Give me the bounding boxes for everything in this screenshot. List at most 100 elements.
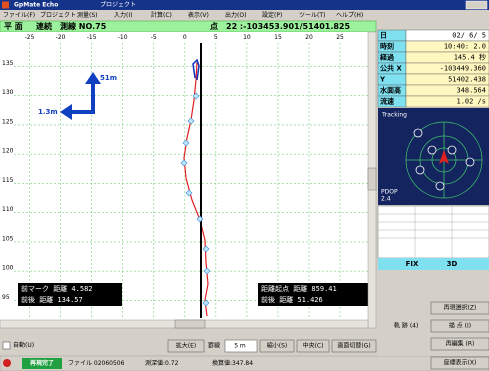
x-tick-label: -20 xyxy=(56,34,66,41)
zoom-in-button[interactable]: 拡大(E) xyxy=(167,339,205,353)
menu-item[interactable]: ファイル(F) xyxy=(3,12,35,19)
title-bar xyxy=(0,0,489,10)
x-tick-label: -5 xyxy=(151,34,157,41)
y-tick-label: 135 xyxy=(2,60,14,67)
switch-button[interactable]: 画面切替(G) xyxy=(331,339,377,353)
center-button[interactable]: 中央(C) xyxy=(296,339,330,353)
button-label: 縮小(S) xyxy=(267,342,288,350)
satellite xyxy=(413,128,423,138)
button-face[interactable] xyxy=(296,339,330,353)
plot-point-button[interactable]: 描 点 (I) xyxy=(430,319,489,333)
reedit-button[interactable]: 再編集 (R) xyxy=(430,337,489,351)
y-tick-label: 100 xyxy=(2,265,14,272)
header-line: 測線 NO.75 xyxy=(60,21,107,31)
track-line xyxy=(183,61,209,317)
info-left: 前マーク 距離 4.582 xyxy=(21,284,93,293)
track-point xyxy=(202,245,210,253)
menu-item[interactable]: ヘルプ(H) xyxy=(336,12,363,19)
row-value: -103449.360 xyxy=(440,65,486,73)
satellite xyxy=(415,165,425,175)
grid-value: 5 m xyxy=(234,343,246,350)
app-icon xyxy=(2,1,9,9)
track-point xyxy=(203,267,211,275)
x-tick-label: 10 xyxy=(243,34,251,41)
grid-select[interactable] xyxy=(224,339,258,353)
info-right: 距離起点 距離 859.41 xyxy=(261,284,337,293)
track-label: 軌 跡 (4) xyxy=(394,322,418,330)
arrow-west-head xyxy=(60,104,72,120)
button-label: 中央(C) xyxy=(303,342,324,350)
row-value: 02/ 6/ 5 xyxy=(452,32,486,40)
status-depth: 測深値:0.72 xyxy=(145,359,179,367)
info-box-left xyxy=(18,283,122,306)
header-point: 22 :-103453.901/51401.825 xyxy=(226,22,351,31)
row-value-cell xyxy=(405,95,489,108)
scroll-thumb[interactable] xyxy=(367,167,377,191)
window-title: GpMate Echo xyxy=(14,2,58,9)
y-tick-label: 95 xyxy=(2,294,10,301)
row-label: 日 xyxy=(380,32,387,40)
satellite xyxy=(447,145,457,155)
auto-checkbox[interactable] xyxy=(2,341,11,350)
menu-bar xyxy=(0,10,489,20)
menu-item[interactable]: 測量(S) xyxy=(77,11,98,19)
row-label: 時刻 xyxy=(380,42,394,51)
button-face[interactable] xyxy=(430,337,489,351)
arrow-north-head xyxy=(85,72,101,84)
button-face[interactable] xyxy=(430,301,489,315)
menu-item[interactable]: 出力(O) xyxy=(225,11,246,19)
coords-button[interactable]: 座標表示(X) xyxy=(430,356,489,370)
track-point xyxy=(182,139,190,147)
fix-mode: 3D xyxy=(447,260,458,268)
info-left: 前後 距離 134.57 xyxy=(21,295,83,304)
arrow-north-label: 51m xyxy=(100,74,117,82)
scroll-thumb[interactable] xyxy=(174,319,206,329)
satellites xyxy=(413,128,475,191)
button-face[interactable] xyxy=(259,339,295,353)
track-point xyxy=(187,117,195,125)
close-button[interactable] xyxy=(465,0,488,10)
track-point xyxy=(192,92,200,100)
x-tick-label: 20 xyxy=(305,34,313,41)
satellite xyxy=(427,145,437,155)
y-tick-label: 105 xyxy=(2,235,14,242)
row-label: 水面高 xyxy=(379,86,401,95)
menu-item[interactable]: 設定(P) xyxy=(262,11,282,19)
button-face[interactable] xyxy=(167,339,205,353)
menu-item[interactable]: 入力(I) xyxy=(114,11,132,19)
button-label: 画面切替(G) xyxy=(337,342,370,350)
y-tick-label: 110 xyxy=(2,206,14,213)
track-point xyxy=(180,159,188,167)
menu-item[interactable]: 計算(C) xyxy=(151,11,172,19)
row-value: 51402.438 xyxy=(448,76,486,84)
header-continuous: 連続 xyxy=(36,21,52,31)
button-label: 再編集 (R) xyxy=(446,340,475,348)
button-face[interactable] xyxy=(331,339,377,353)
button-label: 描 点 (I) xyxy=(449,322,471,330)
pdop-value: 2.4 xyxy=(381,196,391,203)
replay-select-button[interactable]: 再現選択(Z) xyxy=(430,301,489,315)
satellite xyxy=(465,157,475,167)
row-value: 10:40: 2.0 xyxy=(444,43,486,51)
button-face[interactable] xyxy=(430,319,489,333)
menu-item[interactable]: プロジェクト xyxy=(40,12,76,19)
y-tick-label: 125 xyxy=(2,118,14,125)
row-label: 経過 xyxy=(379,53,394,62)
pdop-label: PDOP xyxy=(381,189,398,196)
row-value: 1.02 /s xyxy=(456,98,486,106)
satellite-table xyxy=(377,205,489,259)
header-mode: 平 面 xyxy=(4,22,23,31)
satellite-table-grid xyxy=(378,206,489,258)
y-tick-label: 130 xyxy=(2,89,14,96)
status-icon xyxy=(3,359,11,367)
menu-item[interactable]: 表示(V) xyxy=(188,11,209,19)
info-box-right xyxy=(258,283,368,306)
menu-item[interactable]: ツール(T) xyxy=(299,12,325,19)
fix-band xyxy=(378,258,489,270)
status-file: ファイル 02060506 xyxy=(68,360,125,367)
x-tick-label: 15 xyxy=(274,34,282,41)
button-face[interactable] xyxy=(430,356,489,370)
zoom-out-button[interactable]: 縮小(S) xyxy=(259,339,295,353)
